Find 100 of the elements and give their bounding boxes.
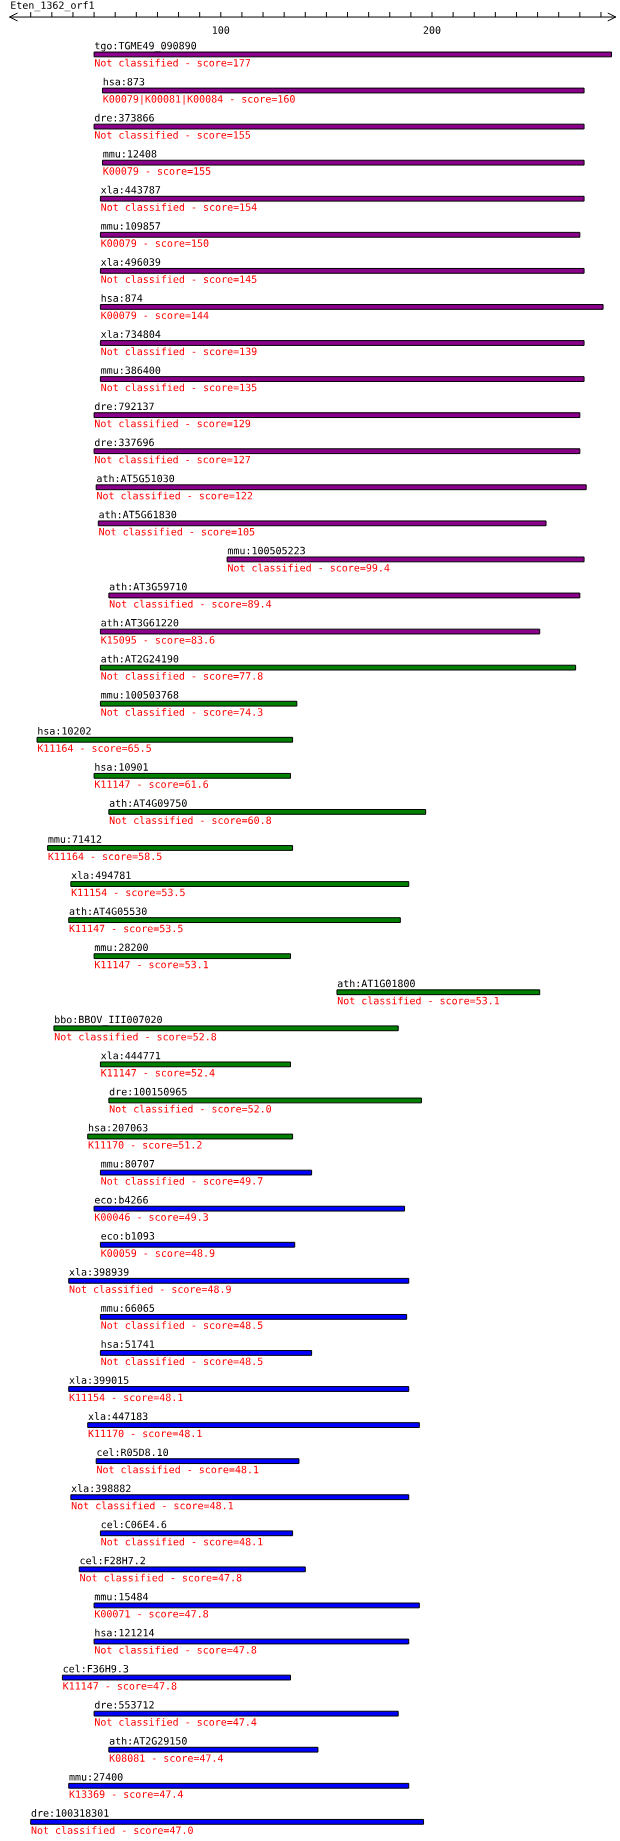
- bar: [99, 1350, 313, 1356]
- bar: [108, 809, 427, 815]
- annotation: Not classified - score=53.1: [337, 996, 500, 1005]
- bar: [93, 412, 581, 419]
- annotation: Not classified - score=47.8: [95, 1645, 257, 1654]
- y-tick-label: xla:443787: [101, 185, 161, 194]
- bar: [93, 953, 291, 960]
- annotation: Not classified - score=52.0: [109, 1104, 272, 1113]
- annotation: K00059 - score=48.9: [101, 1249, 215, 1257]
- bar: [99, 628, 541, 635]
- y-tick-label: ath:AT4G09750: [109, 799, 187, 807]
- bar: [99, 700, 298, 707]
- annotation: K00079 - score=144: [101, 311, 209, 320]
- annotation: K00071 - score=47.8: [95, 1610, 209, 1618]
- bar: [99, 1530, 294, 1537]
- y-tick-label: hsa:51741: [101, 1340, 155, 1348]
- annotation: Not classified - score=47.0: [31, 1826, 193, 1834]
- annotation: Not classified - score=122: [97, 491, 253, 500]
- bar: [99, 267, 585, 274]
- annotation: Not classified - score=48.5: [101, 1357, 263, 1366]
- chart-title: Eten_1362_orf1: [11, 1, 94, 12]
- annotation: K11147 - score=53.5: [69, 924, 183, 933]
- bar: [61, 1674, 291, 1681]
- annotation: K00046 - score=49.3: [95, 1213, 208, 1221]
- y-tick-label: hsa:207063: [88, 1123, 148, 1132]
- annotation: Not classified - score=48.9: [69, 1285, 231, 1293]
- y-tick-label: dre:100150965: [109, 1087, 187, 1096]
- bar: [99, 1061, 291, 1068]
- annotation: Not classified - score=139: [101, 347, 257, 356]
- y-tick-label: ath:AT5G51030: [97, 474, 175, 483]
- bar: [108, 1746, 319, 1753]
- y-tick-label: dre:553712: [94, 1700, 154, 1709]
- y-tick-label: xla:399015: [69, 1376, 129, 1384]
- annotation: Not classified - score=60.8: [109, 816, 272, 825]
- y-tick-label: mmu:71412: [48, 835, 102, 843]
- bar: [30, 1818, 425, 1825]
- y-tick-label: hsa:10901: [95, 763, 148, 771]
- y-tick-label: ath:AT3G59710: [109, 582, 187, 591]
- x-tick-label: 100: [212, 26, 230, 34]
- annotation: K11164 - score=58.5: [48, 852, 162, 861]
- annotation: Not classified - score=48.1: [97, 1465, 259, 1474]
- bar: [99, 1169, 313, 1176]
- y-tick-label: dre:337696: [94, 438, 154, 447]
- y-tick-label: mmu:27400: [69, 1773, 123, 1781]
- bar: [93, 1205, 406, 1212]
- annotation: Not classified - score=48.5: [101, 1321, 263, 1330]
- y-tick-label: mmu:80707: [101, 1159, 155, 1168]
- annotation: K00079|K00081|K00084 - score=160: [103, 94, 295, 105]
- y-tick-label: eco:b1093: [101, 1231, 155, 1240]
- y-tick-label: ath:AT5G61830: [99, 510, 177, 519]
- y-tick-label: mmu:109857: [101, 222, 161, 230]
- y-tick-label: cel:F28H7.2: [80, 1556, 145, 1565]
- bar: [68, 1386, 410, 1392]
- y-tick-label: xla:447183: [88, 1412, 148, 1421]
- bar: [95, 484, 587, 491]
- bar: [336, 989, 541, 996]
- bar: [53, 1025, 399, 1032]
- y-tick-label: xla:398882: [71, 1484, 131, 1493]
- annotation: Not classified - score=48.1: [71, 1501, 233, 1510]
- annotation: Not classified - score=127: [95, 455, 251, 464]
- annotation: Not classified - score=74.3: [101, 708, 263, 716]
- annotation: Not classified - score=145: [101, 275, 257, 283]
- annotation: K11164 - score=65.5: [37, 744, 151, 752]
- y-tick-label: cel:R05D8.10: [97, 1448, 169, 1457]
- y-tick-label: tgo:TGME49_090890: [94, 41, 197, 52]
- bar: [47, 845, 294, 851]
- annotation: K11154 - score=53.5: [71, 888, 185, 897]
- bar: [70, 881, 410, 887]
- bar: [78, 1566, 306, 1573]
- y-tick-label: xla:496039: [101, 258, 161, 266]
- y-tick-label: hsa:874: [101, 294, 143, 302]
- bar: [68, 1782, 410, 1789]
- y-tick-label: cel:F36H9.3: [63, 1664, 129, 1673]
- annotation: K15095 - score=83.6: [101, 636, 215, 644]
- annotation: K11170 - score=51.2: [88, 1141, 202, 1149]
- bar: [102, 87, 585, 94]
- x-tick-label: 200: [423, 26, 441, 34]
- annotation: Not classified - score=47.8: [80, 1573, 242, 1582]
- bar: [99, 664, 577, 671]
- bar: [93, 1638, 410, 1645]
- y-tick-label: dre:373866: [94, 113, 154, 122]
- y-tick-label: hsa:121214: [95, 1628, 155, 1637]
- bar: [87, 1133, 294, 1140]
- annotation: Not classified - score=154: [101, 203, 257, 211]
- bar: [97, 520, 547, 527]
- y-tick-label: mmu:100503768: [101, 691, 179, 699]
- bar: [108, 1097, 422, 1104]
- annotation: Not classified - score=89.4: [109, 599, 272, 608]
- bar: [70, 1494, 410, 1501]
- y-tick-label: dre:100318301: [31, 1809, 109, 1817]
- y-tick-label: ath:AT2G24190: [101, 654, 179, 663]
- y-tick-label: mmu:15484: [94, 1592, 149, 1601]
- annotation: Not classified - score=47.4: [95, 1717, 257, 1726]
- y-tick-label: eco:b4266: [94, 1195, 148, 1204]
- annotation: K11147 - score=53.1: [95, 960, 209, 969]
- bar: [93, 1602, 420, 1609]
- annotation: Not classified - score=155: [95, 130, 251, 139]
- y-tick-label: mmu:12408: [103, 150, 157, 158]
- bar: [93, 51, 613, 58]
- y-tick-label: cel:C06E4.6: [101, 1520, 167, 1529]
